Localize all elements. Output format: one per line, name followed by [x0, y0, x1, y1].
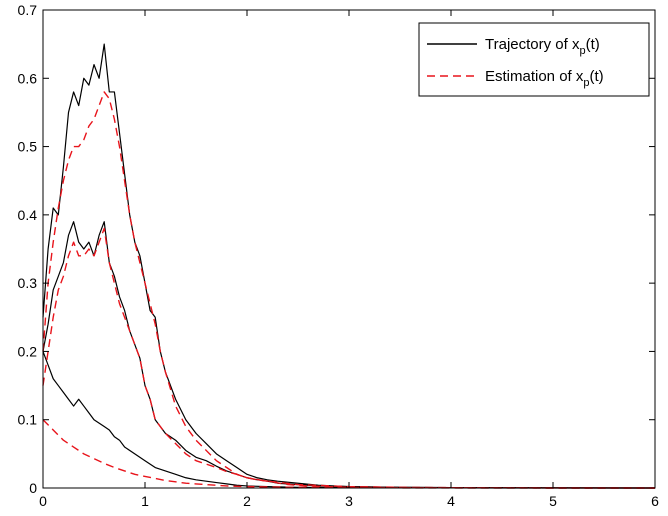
y-tick-label: 0 — [29, 480, 37, 496]
x-tick-label: 6 — [651, 493, 659, 509]
x-tick-label: 2 — [243, 493, 251, 509]
y-tick-label: 0.1 — [18, 412, 38, 428]
x-tick-label: 0 — [39, 493, 47, 509]
x-tick-label: 1 — [141, 493, 149, 509]
y-tick-label: 0.7 — [18, 2, 38, 18]
legend-label-estimation: Estimation of xp(t) — [485, 68, 604, 89]
legend-box — [418, 22, 650, 97]
x-tick-label: 5 — [549, 493, 557, 509]
x-tick-label: 3 — [345, 493, 353, 509]
legend: Trajectory of xp(t) Estimation of xp(t) — [418, 22, 650, 97]
axes-layer: 0 1 2 3 4 5 6 0 0.1 0.2 0.3 0.4 0.5 0.6 0.7 — [18, 2, 660, 509]
y-tick-label: 0.6 — [18, 70, 38, 86]
series-layer — [42, 43, 656, 489]
estimation-line-4 — [42, 227, 656, 489]
y-tick-label: 0.2 — [18, 343, 38, 359]
y-tick-label: 0.5 — [18, 139, 38, 155]
x-tick-label: 4 — [447, 493, 455, 509]
trajectory-line-0 — [42, 43, 656, 489]
estimation-line-5 — [42, 419, 655, 489]
y-tick-label: 0.3 — [18, 275, 38, 291]
estimation-line-3 — [42, 91, 655, 489]
legend-label-trajectory: Trajectory of xp(t) — [485, 36, 600, 57]
y-tick-label: 0.4 — [18, 207, 38, 223]
